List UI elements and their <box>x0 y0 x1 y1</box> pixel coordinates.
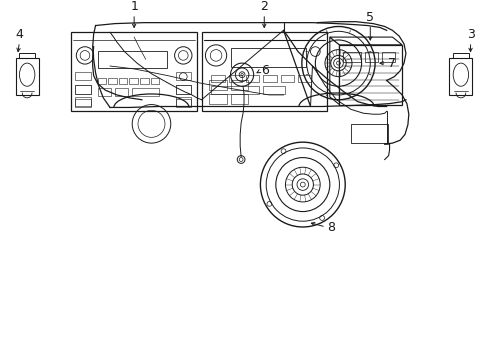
Bar <box>230 94 247 104</box>
Bar <box>211 86 259 94</box>
Bar <box>230 81 247 90</box>
Bar <box>343 51 360 62</box>
Text: 1: 1 <box>130 0 138 13</box>
Polygon shape <box>329 37 401 45</box>
Bar <box>97 88 111 96</box>
Bar <box>364 51 377 62</box>
Bar <box>150 78 159 84</box>
Bar <box>350 124 387 143</box>
Bar <box>71 32 196 111</box>
Bar <box>97 51 166 68</box>
Bar <box>230 48 305 67</box>
Bar <box>20 54 35 58</box>
Bar <box>228 75 242 82</box>
Bar <box>452 54 468 58</box>
Bar <box>263 86 284 94</box>
Bar <box>175 99 191 108</box>
Bar <box>16 58 39 95</box>
Text: 8: 8 <box>326 221 334 234</box>
Bar <box>209 94 226 104</box>
Bar <box>115 88 128 96</box>
Bar <box>175 97 191 105</box>
Bar <box>97 78 106 84</box>
Bar <box>211 75 224 82</box>
Bar <box>245 75 259 82</box>
Bar <box>297 75 311 82</box>
Bar <box>75 85 91 94</box>
Text: 3: 3 <box>466 28 473 41</box>
Bar <box>119 78 127 84</box>
Bar <box>75 72 91 81</box>
Bar <box>448 58 471 95</box>
Bar <box>381 51 394 62</box>
Text: 5: 5 <box>366 10 373 24</box>
Bar <box>201 32 326 111</box>
Bar <box>108 78 117 84</box>
Bar <box>129 78 138 84</box>
Bar <box>140 78 148 84</box>
Bar <box>175 72 191 81</box>
Bar <box>75 99 91 108</box>
Text: 6: 6 <box>261 64 269 77</box>
Text: 4: 4 <box>16 28 23 41</box>
Bar <box>75 85 91 94</box>
Bar <box>132 88 159 96</box>
Text: 7: 7 <box>387 57 395 69</box>
Bar <box>209 81 226 90</box>
Bar <box>280 75 294 82</box>
Bar <box>339 45 401 104</box>
Bar <box>175 85 191 94</box>
Bar <box>175 85 191 94</box>
Bar <box>263 75 276 82</box>
Text: 2: 2 <box>260 0 267 13</box>
Bar <box>75 97 91 105</box>
